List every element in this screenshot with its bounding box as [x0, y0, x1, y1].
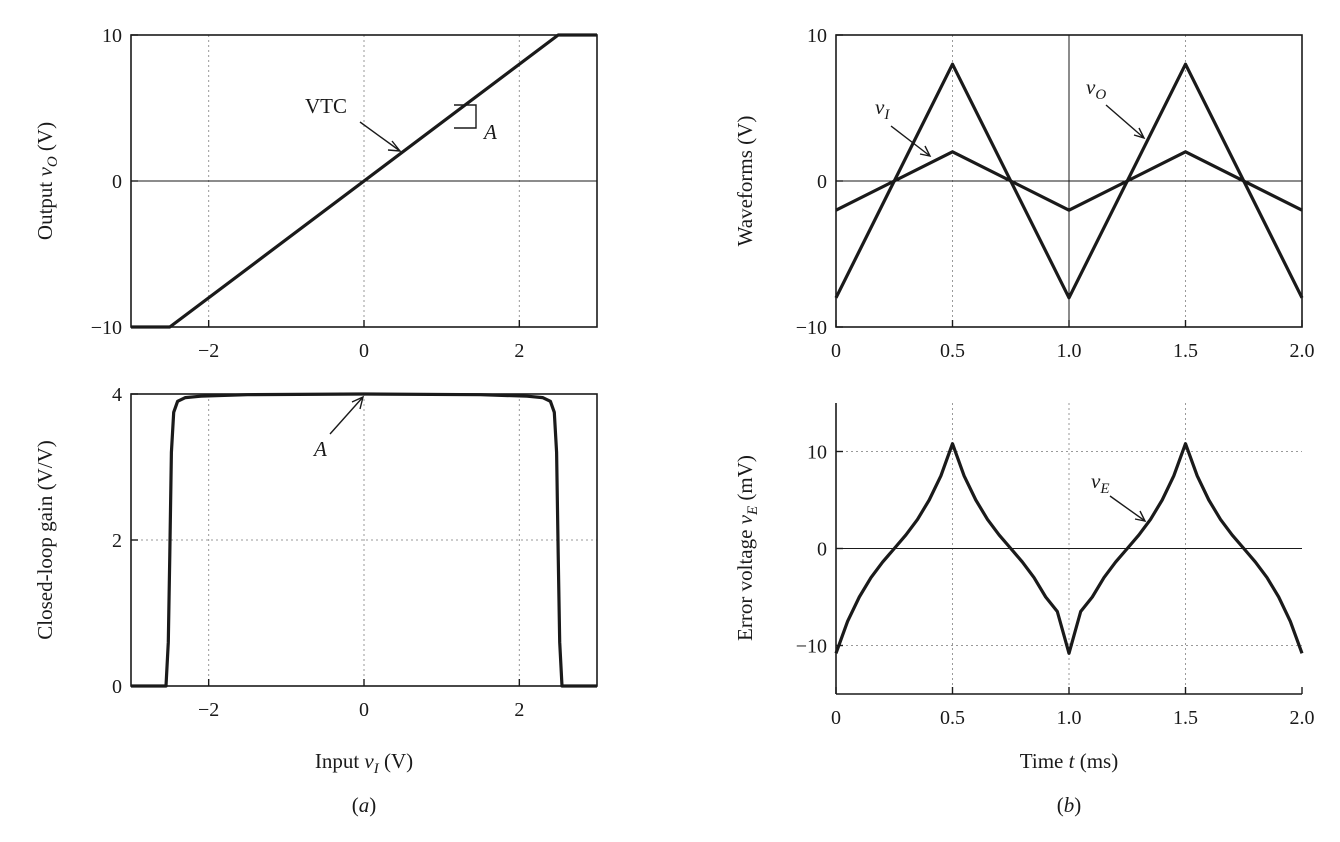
gain-xlabel: Input vI (V): [315, 749, 413, 777]
gain-annotation: A: [312, 437, 327, 461]
vo-arrow: [1105, 104, 1145, 139]
waveforms-ytick-label: 10: [807, 25, 827, 47]
waveforms-xtick-label: 0.5: [940, 340, 965, 362]
vtc-annotation: VTC: [305, 94, 347, 118]
gain-grid: [131, 394, 597, 686]
vtc-xtick-label: 2: [514, 340, 524, 362]
gain-ylabel: Closed-loop gain (V/V): [33, 440, 57, 639]
ve-label: vE: [1091, 469, 1110, 497]
vi-arrow: [890, 125, 931, 157]
vtc-curve: [131, 33, 597, 329]
vo-arrow-head: [1133, 127, 1146, 140]
vo-curve: [834, 62, 1304, 300]
vi-curve: [835, 150, 1303, 212]
ve-arrow: [1109, 495, 1146, 522]
gain-ytick-label: 2: [112, 530, 122, 552]
gain-curve: [131, 392, 597, 688]
error-xtick-label: 1.5: [1173, 707, 1198, 729]
vtc-ticks: −2 0 2 −10 0 10: [91, 25, 525, 362]
vi-arrow-head: [919, 145, 932, 157]
error-xtick-label: 0.5: [940, 707, 965, 729]
ve-curve: [834, 442, 1304, 655]
error-ylabel: Error voltage vE (mV): [733, 455, 761, 641]
vo-label: vO: [1086, 75, 1106, 103]
error-ytick-label: 10: [807, 442, 827, 464]
vi-label: vI: [875, 95, 890, 123]
gain-ytick-label: 0: [112, 676, 122, 698]
waveforms-ytick-label: 0: [817, 171, 827, 193]
gain-xtick-label: 0: [359, 699, 369, 721]
error-ticks: 0 0.5 1.0 1.5 2.0 −10 0 10: [796, 442, 1315, 730]
slope-label: A: [482, 120, 497, 144]
vtc-ytick-label: 10: [102, 25, 122, 47]
vtc-arrow-head: [387, 140, 402, 152]
gain-panel: −2 0 2 0 2 4 Closed-loop gain (V/V) Input vI …: [33, 384, 598, 777]
vtc-ytick-label: 0: [112, 171, 122, 193]
waveforms-ytick-label: −10: [796, 317, 827, 339]
vtc-arrow: [359, 121, 401, 152]
vtc-xtick-label: 0: [359, 340, 369, 362]
waveforms-xtick-label: 2.0: [1290, 340, 1315, 362]
error-xlabel: Time t (ms): [1020, 749, 1118, 773]
error-grid: [836, 403, 1302, 694]
waveforms-xtick-label: 1.0: [1057, 340, 1082, 362]
waveforms-xtick-label: 0: [831, 340, 841, 362]
vtc-ylabel: Output vO (V): [33, 122, 61, 240]
slope-triangle: [454, 104, 477, 129]
waveforms-grid: [836, 35, 1302, 327]
gain-arrow-head: [351, 395, 365, 410]
waveforms-ylabel: Waveforms (V): [733, 116, 757, 247]
ve-arrow-head: [1134, 510, 1147, 522]
error-xtick-label: 0: [831, 707, 841, 729]
vtc-xtick-label: −2: [198, 340, 219, 362]
gain-xtick-label: 2: [514, 699, 524, 721]
gain-xtick-label: −2: [198, 699, 219, 721]
waveforms-xtick-label: 1.5: [1173, 340, 1198, 362]
gain-ytick-label: 4: [112, 384, 122, 406]
vtc-ytick-label: −10: [91, 317, 122, 339]
gain-ticks: −2 0 2 0 2 4: [112, 384, 524, 721]
caption-a: (a): [352, 793, 377, 817]
caption-b: (b): [1057, 793, 1082, 817]
error-xtick-label: 2.0: [1290, 707, 1315, 729]
error-ytick-label: 0: [817, 539, 827, 561]
gain-arrow: [329, 396, 364, 435]
error-ytick-label: −10: [796, 636, 827, 658]
error-xtick-label: 1.0: [1057, 707, 1082, 729]
vtc-panel: −2 0 2 −10 0 10 Output vO (V) VTC A: [33, 25, 598, 362]
error-panel: 0 0.5 1.0 1.5 2.0 −10 0 10 Error voltage vE (mV…: [733, 403, 1315, 773]
